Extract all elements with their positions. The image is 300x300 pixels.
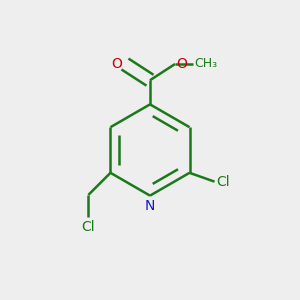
Text: O: O [176,57,188,71]
Text: O: O [111,57,122,71]
Text: N: N [145,199,155,213]
Text: Cl: Cl [216,175,230,189]
Text: Cl: Cl [82,220,95,234]
Text: CH₃: CH₃ [194,57,217,70]
